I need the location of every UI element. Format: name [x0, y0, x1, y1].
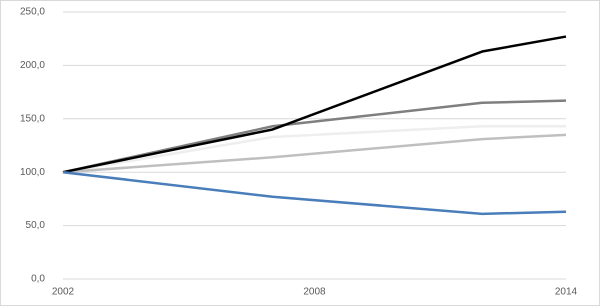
y-tick-label: 150,0: [20, 113, 45, 124]
x-tick-label: 2008: [303, 287, 326, 298]
x-tick-label: 2002: [52, 287, 75, 298]
series-line: [62, 99, 567, 174]
y-tick-label: 50,0: [26, 220, 46, 231]
series-line: [62, 133, 567, 174]
y-tick-label: 200,0: [20, 60, 45, 71]
y-tick-label: 0,0: [31, 274, 45, 285]
series-line: [62, 125, 566, 174]
x-tick-label: 2014: [555, 287, 578, 298]
series-line: [62, 35, 567, 174]
series-line: [62, 170, 567, 216]
y-tick-label: 100,0: [20, 167, 45, 178]
y-tick-label: 250,0: [20, 7, 45, 18]
